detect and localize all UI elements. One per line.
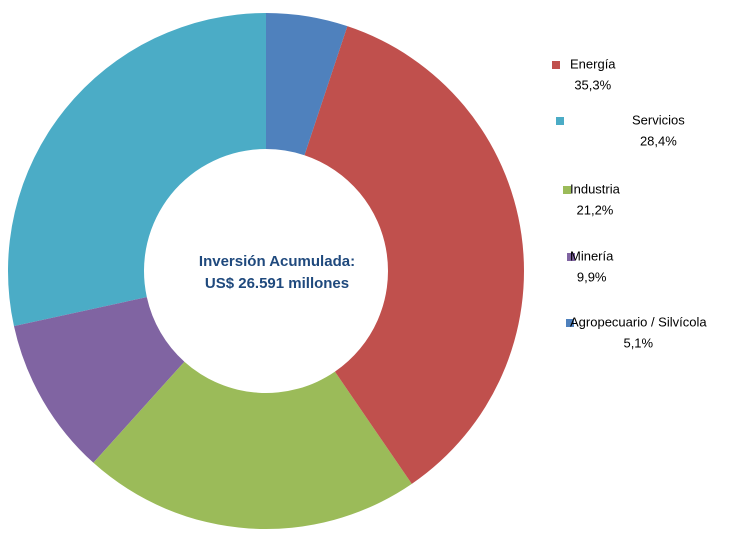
donut-slice [266,13,348,156]
center-label: US$ 26.591 millones [205,275,349,292]
legend-value: 5,1% [623,335,653,350]
legend-label: Agropecuario / Silvícola [570,314,707,329]
legend-label: Minería [570,248,614,263]
legend-value: 21,2% [577,202,614,217]
donut-slice [7,13,266,327]
legend-swatch [563,186,571,194]
legend-swatch [556,117,564,125]
legend-value: 35,3% [574,77,611,92]
legend-label: Energía [570,56,616,71]
center-label: Inversión Acumulada: [199,253,355,270]
legend-swatch [567,253,575,261]
legend-label: Industria [570,181,621,196]
legend-value: 9,9% [577,269,607,284]
legend-swatch [566,319,574,327]
donut-slice [93,361,412,529]
donut-slice [13,297,185,463]
legend-swatch [552,61,560,69]
legend-value: 28,4% [640,133,677,148]
donut-slice [304,26,524,484]
legend-label: Servicios [632,112,685,127]
